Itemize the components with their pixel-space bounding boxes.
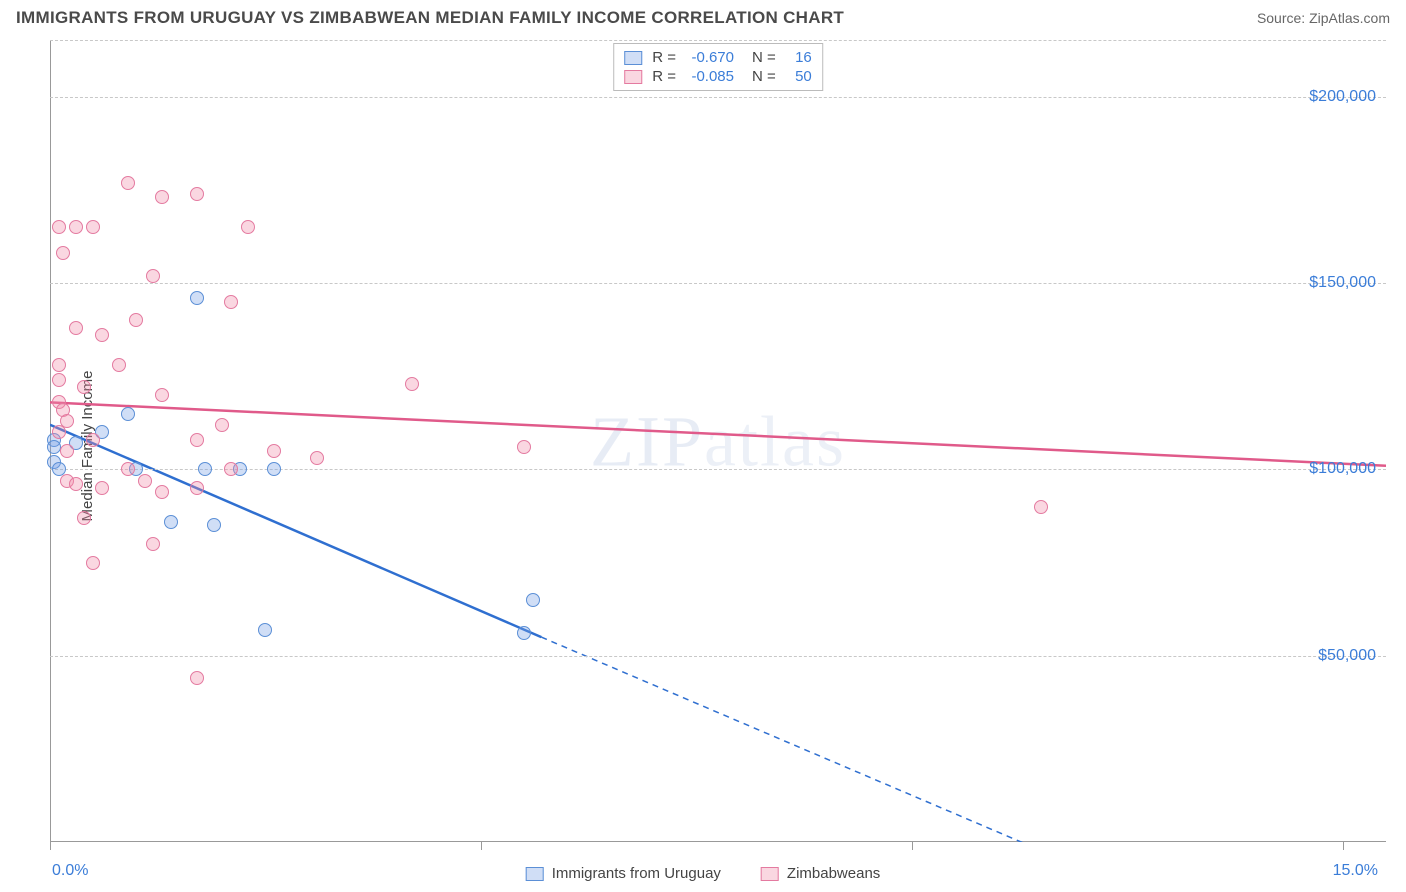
n-value-uruguay: 16 (782, 49, 812, 66)
gridline-h (50, 469, 1386, 470)
data-point-zimbabwe (517, 440, 531, 454)
source-label: Source: ZipAtlas.com (1257, 10, 1390, 26)
data-point-zimbabwe (95, 328, 109, 342)
data-point-uruguay (526, 593, 540, 607)
data-point-uruguay (198, 462, 212, 476)
legend-item-zimbabwe: Zimbabweans (761, 865, 880, 882)
x-tick (481, 842, 482, 850)
data-point-zimbabwe (86, 220, 100, 234)
data-point-uruguay (267, 462, 281, 476)
data-point-zimbabwe (405, 377, 419, 391)
bottom-legend: Immigrants from Uruguay Zimbabweans (526, 865, 881, 882)
swatch-uruguay (624, 51, 642, 65)
n-label: N = (752, 68, 776, 85)
data-point-uruguay (258, 623, 272, 637)
data-point-uruguay (47, 440, 61, 454)
data-point-zimbabwe (52, 220, 66, 234)
watermark: ZIPatlas (590, 400, 846, 483)
data-point-zimbabwe (52, 358, 66, 372)
data-point-zimbabwe (155, 388, 169, 402)
regression-line-uruguay (50, 425, 541, 637)
data-point-uruguay (207, 518, 221, 532)
n-value-zimbabwe: 50 (782, 68, 812, 85)
data-point-zimbabwe (112, 358, 126, 372)
stats-row-zimbabwe: R = -0.085 N = 50 (624, 67, 812, 86)
data-point-zimbabwe (190, 481, 204, 495)
y-tick-label: $200,000 (1309, 88, 1376, 106)
r-value-zimbabwe: -0.085 (682, 68, 734, 85)
swatch-zimbabwe (624, 70, 642, 84)
data-point-zimbabwe (60, 444, 74, 458)
x-axis-end-label: 15.0% (1333, 862, 1378, 880)
data-point-zimbabwe (69, 220, 83, 234)
data-point-zimbabwe (190, 187, 204, 201)
data-point-uruguay (164, 515, 178, 529)
gridline-h (50, 656, 1386, 657)
data-point-zimbabwe (121, 462, 135, 476)
y-tick-label: $100,000 (1309, 460, 1376, 478)
data-point-zimbabwe (77, 380, 91, 394)
data-point-zimbabwe (95, 481, 109, 495)
gridline-h (50, 283, 1386, 284)
legend-label-zimbabwe: Zimbabweans (787, 865, 880, 882)
data-point-zimbabwe (241, 220, 255, 234)
regression-extrapolation-uruguay (541, 637, 1256, 842)
stats-legend-box: R = -0.670 N = 16 R = -0.085 N = 50 (613, 43, 823, 91)
x-tick (1343, 842, 1344, 850)
data-point-zimbabwe (86, 556, 100, 570)
data-point-zimbabwe (77, 511, 91, 525)
data-point-zimbabwe (146, 537, 160, 551)
swatch-zimbabwe (761, 867, 779, 881)
y-tick-label: $150,000 (1309, 274, 1376, 292)
data-point-zimbabwe (155, 485, 169, 499)
data-point-zimbabwe (215, 418, 229, 432)
regression-lines (50, 41, 1386, 842)
data-point-zimbabwe (69, 321, 83, 335)
r-label: R = (652, 49, 676, 66)
data-point-uruguay (121, 407, 135, 421)
data-point-zimbabwe (190, 433, 204, 447)
data-point-zimbabwe (121, 176, 135, 190)
data-point-zimbabwe (129, 313, 143, 327)
data-point-uruguay (517, 626, 531, 640)
data-point-zimbabwe (69, 477, 83, 491)
data-point-zimbabwe (310, 451, 324, 465)
x-tick (50, 842, 51, 850)
data-point-zimbabwe (224, 295, 238, 309)
data-point-zimbabwe (86, 433, 100, 447)
r-label: R = (652, 68, 676, 85)
data-point-zimbabwe (224, 462, 238, 476)
chart-title: IMMIGRANTS FROM URUGUAY VS ZIMBABWEAN ME… (16, 8, 844, 28)
swatch-uruguay (526, 867, 544, 881)
x-tick (912, 842, 913, 850)
chart-header: IMMIGRANTS FROM URUGUAY VS ZIMBABWEAN ME… (0, 0, 1406, 32)
x-axis-line (50, 841, 1386, 842)
data-point-zimbabwe (267, 444, 281, 458)
data-point-zimbabwe (138, 474, 152, 488)
regression-line-zimbabwe (50, 402, 1386, 465)
n-label: N = (752, 49, 776, 66)
data-point-zimbabwe (1034, 500, 1048, 514)
data-point-zimbabwe (52, 373, 66, 387)
legend-label-uruguay: Immigrants from Uruguay (552, 865, 721, 882)
gridline-h (50, 97, 1386, 98)
chart-plot-area: ZIPatlas R = -0.670 N = 16 R = -0.085 N … (50, 40, 1386, 842)
data-point-uruguay (190, 291, 204, 305)
stats-row-uruguay: R = -0.670 N = 16 (624, 48, 812, 67)
r-value-uruguay: -0.670 (682, 49, 734, 66)
legend-item-uruguay: Immigrants from Uruguay (526, 865, 721, 882)
x-axis-start-label: 0.0% (52, 862, 88, 880)
data-point-zimbabwe (146, 269, 160, 283)
data-point-zimbabwe (60, 414, 74, 428)
y-tick-label: $50,000 (1318, 647, 1376, 665)
data-point-zimbabwe (56, 246, 70, 260)
data-point-zimbabwe (155, 190, 169, 204)
data-point-zimbabwe (190, 671, 204, 685)
